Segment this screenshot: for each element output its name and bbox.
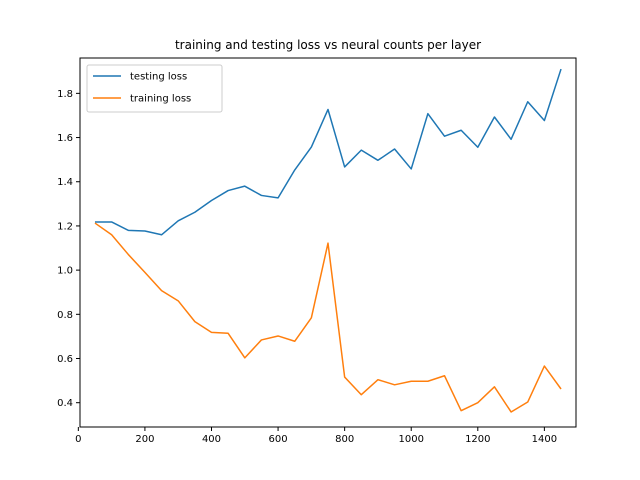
testing-loss-point xyxy=(510,138,513,141)
x-tick-label: 1200 xyxy=(465,434,490,445)
testing-loss-point xyxy=(160,233,163,236)
training-loss-point xyxy=(160,289,163,292)
training-loss-point xyxy=(210,331,213,334)
axes-frame xyxy=(79,57,577,428)
testing-loss-point xyxy=(426,112,429,115)
training-loss-point xyxy=(410,380,413,383)
training-loss-point xyxy=(476,401,479,404)
testing-loss-point xyxy=(543,119,546,122)
training-loss-point xyxy=(110,233,113,236)
testing-loss-point xyxy=(110,220,113,223)
testing-loss-point xyxy=(476,146,479,149)
axes: 0 200 400 600 800 1000 1200 1400 0.4 0.6 0.8 1.0 1.2… xyxy=(57,89,557,445)
training-loss-point xyxy=(543,365,546,368)
training-loss-point xyxy=(293,340,296,343)
chart-title: training and testing loss vs neural coun… xyxy=(175,38,481,52)
training-loss-point xyxy=(177,299,180,302)
training-loss-point xyxy=(310,316,313,319)
testing-loss-point xyxy=(460,129,463,132)
training-loss-point xyxy=(393,383,396,386)
legend: testing loss training loss xyxy=(86,64,223,113)
x-tick-label: 0 xyxy=(75,434,81,445)
testing-loss-point xyxy=(493,115,496,118)
training-loss-point xyxy=(510,410,513,413)
training-loss-point xyxy=(526,401,529,404)
x-tick-label: 200 xyxy=(135,434,154,445)
testing-loss-point xyxy=(376,159,379,162)
legend-label-testing-loss: testing loss xyxy=(130,72,187,83)
y-tick-label: 0.6 xyxy=(57,354,73,365)
testing-loss-point xyxy=(526,100,529,103)
testing-loss-point xyxy=(393,148,396,151)
testing-loss-line xyxy=(94,68,562,236)
testing-loss-point xyxy=(360,149,363,152)
training-loss-point xyxy=(360,393,363,396)
x-tick-label: 600 xyxy=(269,434,288,445)
training-loss-point xyxy=(127,253,130,256)
plot-area xyxy=(93,68,563,413)
y-tick-label: 1.8 xyxy=(57,89,73,100)
legend-label-training-loss: training loss xyxy=(130,94,191,105)
x-tick-label: 1400 xyxy=(532,434,557,445)
training-loss-point xyxy=(227,332,230,335)
testing-loss-point xyxy=(243,185,246,188)
training-loss-line xyxy=(94,222,562,413)
training-loss-point xyxy=(193,320,196,323)
testing-loss-point xyxy=(177,219,180,222)
training-loss-point xyxy=(343,376,346,379)
testing-loss-point xyxy=(193,211,196,214)
testing-loss-point xyxy=(227,189,230,192)
training-loss-point xyxy=(327,242,330,245)
x-tick-label: 800 xyxy=(335,434,354,445)
testing-loss-point xyxy=(327,108,330,111)
training-loss-point xyxy=(93,222,96,225)
y-tick-label: 1.6 xyxy=(57,133,73,144)
testing-loss-point xyxy=(143,230,146,233)
training-loss-point xyxy=(493,385,496,388)
testing-loss-point xyxy=(127,229,130,232)
training-loss-point xyxy=(376,378,379,381)
training-loss-point xyxy=(277,334,280,337)
y-tick-label: 1.4 xyxy=(57,177,73,188)
testing-loss-point xyxy=(210,199,213,202)
testing-loss-point xyxy=(260,194,263,197)
y-tick-label: 0.8 xyxy=(57,310,73,321)
x-tick-label: 1000 xyxy=(398,434,423,445)
testing-loss-point xyxy=(310,146,313,149)
testing-loss-point xyxy=(277,196,280,199)
training-loss-point xyxy=(460,409,463,412)
y-tick-label: 0.4 xyxy=(57,398,73,409)
training-loss-point xyxy=(426,380,429,383)
training-loss-point xyxy=(260,338,263,341)
training-loss-point xyxy=(243,356,246,359)
x-tick-label: 400 xyxy=(202,434,221,445)
training-loss-point xyxy=(143,271,146,274)
testing-loss-point xyxy=(343,165,346,168)
testing-loss-point xyxy=(560,68,563,71)
testing-loss-point xyxy=(293,169,296,172)
y-tick-label: 1.2 xyxy=(57,221,73,232)
testing-loss-point xyxy=(410,167,413,170)
y-tick-label: 1.0 xyxy=(57,266,73,277)
training-loss-point xyxy=(560,387,563,390)
training-loss-point xyxy=(443,374,446,377)
testing-loss-point xyxy=(443,135,446,138)
